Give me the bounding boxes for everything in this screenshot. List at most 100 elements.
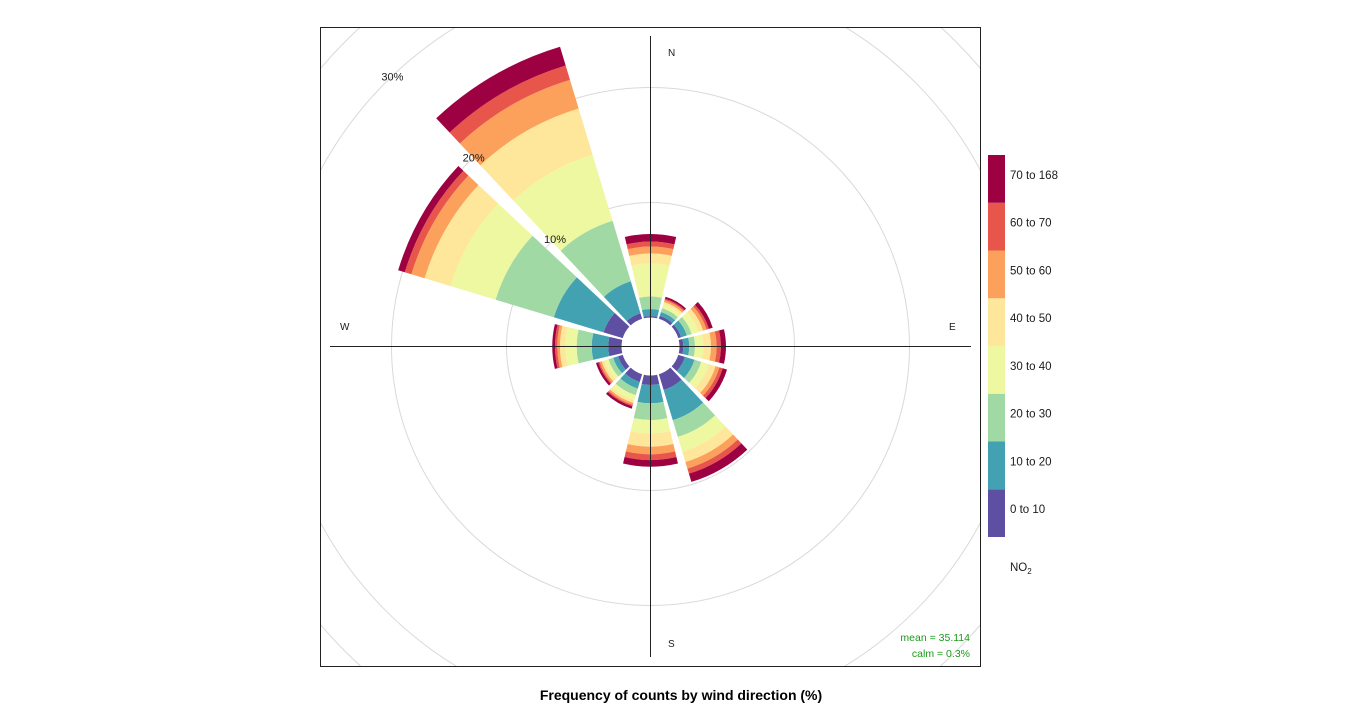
sector-330 <box>436 46 643 326</box>
sector-150 <box>658 367 748 482</box>
radial-tick-label-10: 10% <box>544 234 566 246</box>
sector-150-band-3 <box>677 415 726 452</box>
calm-annotation: calm = 0.3% <box>912 648 970 660</box>
legend-swatch-5 <box>988 250 1005 299</box>
legend-label-6: 60 to 70 <box>1010 218 1052 230</box>
sector-120-band-4 <box>694 364 716 394</box>
sector-300-band-2 <box>495 235 577 318</box>
sector-330-band-2 <box>560 220 631 297</box>
sector-60 <box>671 302 713 339</box>
plot-panel-border <box>320 27 981 667</box>
sector-120-band-1 <box>676 356 695 379</box>
sector-300-band-0 <box>603 312 630 339</box>
sector-300-band-5 <box>411 175 479 279</box>
direction-label-w: W <box>340 322 350 333</box>
sector-210-band-1 <box>620 373 640 389</box>
sector-300-band-6 <box>404 170 469 275</box>
sector-60-band-4 <box>686 308 704 333</box>
sector-30-band-0 <box>658 315 673 326</box>
sector-240-band-2 <box>608 357 623 377</box>
legend-label-4: 40 to 50 <box>1010 313 1052 325</box>
legend-label-2: 20 to 30 <box>1010 409 1052 421</box>
sector-330-band-7 <box>436 46 566 133</box>
sector-150-band-6 <box>687 439 742 474</box>
direction-label-s: S <box>668 639 675 650</box>
sector-210-band-7 <box>606 392 633 409</box>
sector-300-band-1 <box>553 277 615 333</box>
direction-label-e: E <box>949 322 956 333</box>
sector-210-band-2 <box>615 378 638 396</box>
sector-240-band-5 <box>599 361 614 383</box>
radial-tick-labels: 10% 20% 30% <box>381 71 566 246</box>
sector-210-band-5 <box>608 389 634 405</box>
sector-300 <box>398 166 630 339</box>
sector-300-band-3 <box>450 203 533 300</box>
legend-label-3: 30 to 40 <box>1010 361 1052 373</box>
sector-60-band-3 <box>681 312 699 335</box>
sector-330-band-4 <box>480 108 593 201</box>
legend-title-subscript: 2 <box>1027 567 1032 576</box>
sector-150-band-7 <box>688 443 748 482</box>
sector-330-band-5 <box>459 79 579 166</box>
legend-swatch-3 <box>988 346 1005 394</box>
sector-240-band-4 <box>601 360 616 382</box>
legend-swatch-1 <box>988 441 1005 490</box>
sector-30-band-6 <box>664 298 685 312</box>
sector-30-band-1 <box>659 312 676 324</box>
sector-300-band-4 <box>424 184 499 287</box>
sector-210-band-4 <box>610 387 635 403</box>
sector-240-band-1 <box>613 356 626 374</box>
sector-120-band-2 <box>684 359 702 383</box>
sector-210-band-3 <box>612 383 636 401</box>
sector-240-band-0 <box>618 354 630 370</box>
sector-150-band-4 <box>682 426 734 463</box>
sector-120-band-6 <box>702 367 723 399</box>
sector-30-band-2 <box>660 308 678 321</box>
sector-240-band-7 <box>595 362 611 386</box>
legend-label-7: 70 to 168 <box>1010 170 1058 182</box>
sector-120 <box>671 354 728 402</box>
sector-330-band-0 <box>626 313 643 326</box>
sector-120-band-3 <box>689 361 709 389</box>
sector-120-band-7 <box>705 368 728 402</box>
sector-210 <box>606 367 643 409</box>
radial-tick-label-20: 20% <box>463 153 485 165</box>
axes <box>330 36 971 657</box>
legend-title: NO2 <box>1010 562 1032 576</box>
legend-swatch-2 <box>988 393 1005 442</box>
sector-300-band-7 <box>398 166 464 273</box>
sector-240-band-6 <box>598 361 612 384</box>
sector-30-band-7 <box>664 296 687 311</box>
legend-label-1: 10 to 20 <box>1010 456 1052 468</box>
legend-swatch-7 <box>988 155 1005 203</box>
sector-30-band-5 <box>663 300 684 313</box>
sector-120-band-0 <box>671 354 685 372</box>
sector-240-band-3 <box>604 359 619 380</box>
legend-label-0: 0 to 10 <box>1010 504 1045 516</box>
sector-330-band-6 <box>449 65 570 144</box>
sector-120-band-5 <box>700 366 720 396</box>
sector-150-band-2 <box>672 402 716 437</box>
mean-annotation: mean = 35.114 <box>900 632 970 644</box>
sector-210-band-0 <box>625 367 643 382</box>
legend-label-5: 50 to 60 <box>1010 265 1052 277</box>
sector-240 <box>595 354 630 386</box>
legend-swatch-6 <box>988 202 1005 251</box>
sector-30-band-4 <box>663 302 683 315</box>
sector-210-band-6 <box>607 390 633 407</box>
sectors <box>398 46 748 482</box>
sector-60-band-2 <box>678 317 692 336</box>
sector-60-band-1 <box>673 320 687 338</box>
sector-150-band-0 <box>658 367 682 391</box>
sector-60-band-5 <box>690 306 707 331</box>
legend-swatch-4 <box>988 298 1005 346</box>
sector-270-band-6 <box>555 324 560 369</box>
sector-30 <box>658 296 687 326</box>
sector-60-band-6 <box>693 304 709 330</box>
legend-title-main: NO <box>1010 562 1027 574</box>
sector-150-band-5 <box>685 434 738 469</box>
sector-60-band-0 <box>671 324 682 339</box>
sector-150-band-1 <box>663 379 704 421</box>
sector-330-band-3 <box>513 154 613 251</box>
legend-swatch-0 <box>988 489 1005 537</box>
